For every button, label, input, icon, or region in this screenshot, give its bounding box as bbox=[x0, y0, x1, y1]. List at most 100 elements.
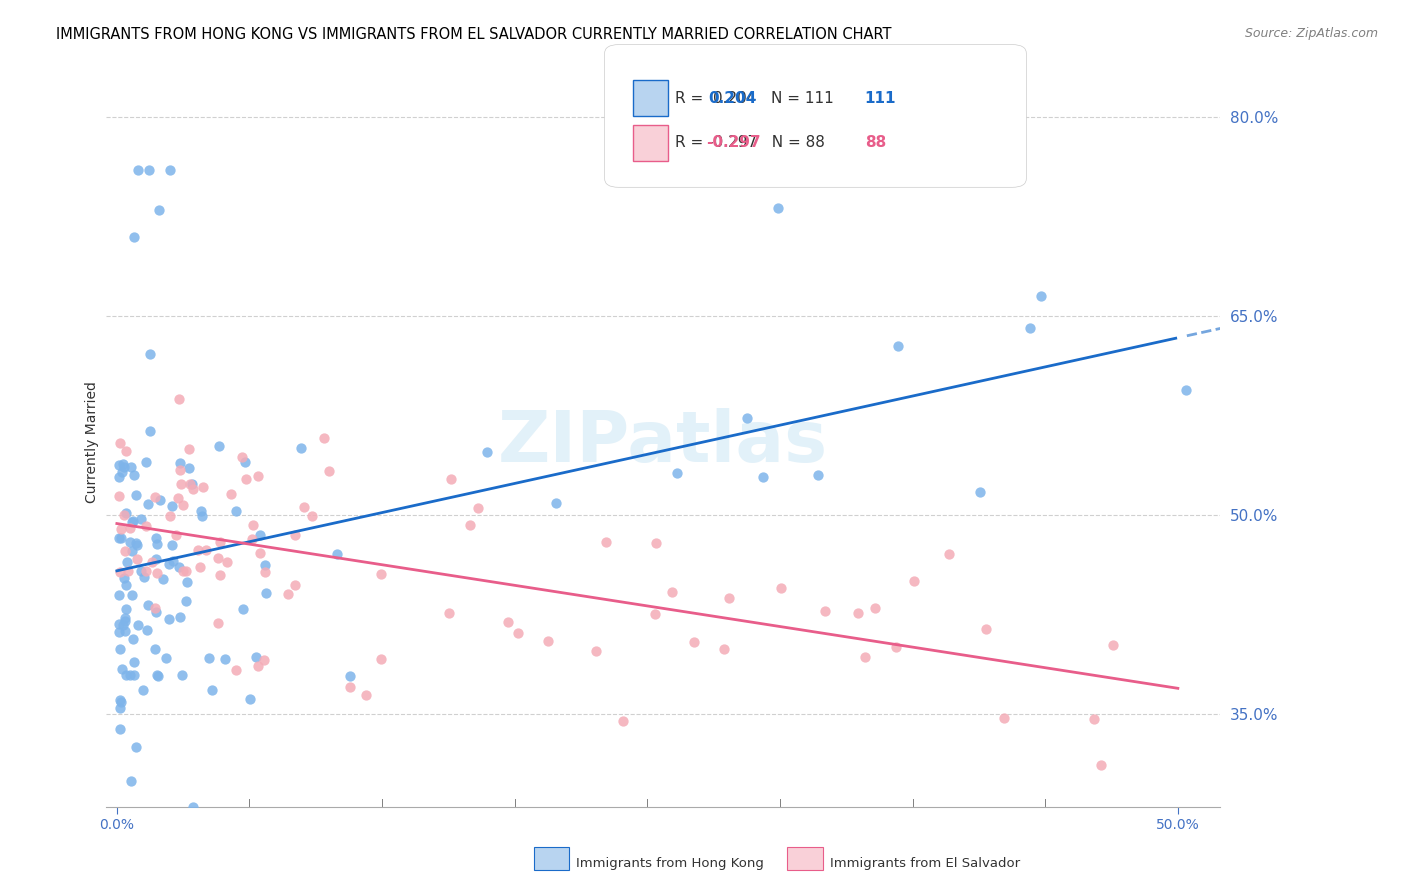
Point bbox=[751, 470, 773, 484]
Point bbox=[111, 662, 134, 676]
Text: Immigrants from El Salvador: Immigrants from El Salvador bbox=[830, 857, 1019, 870]
Point bbox=[125, 488, 148, 502]
Point bbox=[194, 543, 217, 558]
Point bbox=[108, 490, 131, 504]
Point bbox=[112, 617, 135, 632]
Point bbox=[159, 163, 181, 178]
Point bbox=[166, 491, 188, 505]
Point bbox=[132, 570, 155, 584]
Point bbox=[125, 538, 148, 552]
Point bbox=[370, 566, 392, 581]
Point bbox=[770, 581, 793, 595]
Point bbox=[190, 503, 212, 517]
Point bbox=[170, 477, 193, 491]
Point bbox=[221, 487, 243, 501]
Point bbox=[114, 624, 136, 638]
Point bbox=[121, 588, 143, 602]
Point bbox=[277, 587, 299, 601]
Point bbox=[108, 693, 131, 707]
Text: Immigrants from Hong Kong: Immigrants from Hong Kong bbox=[576, 857, 765, 870]
Point bbox=[108, 588, 131, 602]
Point bbox=[180, 476, 202, 491]
Point bbox=[477, 445, 499, 459]
Point bbox=[207, 616, 229, 631]
Point bbox=[284, 527, 307, 541]
Point bbox=[191, 509, 214, 524]
Point bbox=[141, 556, 163, 570]
Point bbox=[157, 558, 180, 572]
Point bbox=[458, 517, 481, 532]
Point bbox=[114, 444, 136, 458]
Point bbox=[138, 163, 160, 178]
Point bbox=[1090, 758, 1112, 772]
Point bbox=[143, 642, 166, 657]
Point bbox=[326, 547, 349, 561]
Point bbox=[665, 467, 688, 481]
Point bbox=[246, 658, 269, 673]
Point bbox=[1174, 383, 1197, 397]
Point bbox=[110, 531, 132, 545]
Point bbox=[339, 680, 361, 694]
Point bbox=[117, 564, 139, 578]
Point bbox=[120, 459, 142, 474]
Point bbox=[232, 602, 254, 616]
Point bbox=[253, 653, 276, 667]
Point bbox=[110, 695, 132, 709]
Point bbox=[903, 574, 925, 589]
Point bbox=[249, 546, 271, 560]
Point bbox=[191, 480, 214, 494]
Point bbox=[496, 615, 519, 630]
Point bbox=[136, 623, 159, 637]
Point bbox=[176, 575, 198, 590]
Point bbox=[969, 484, 991, 499]
Point bbox=[174, 564, 197, 578]
Point bbox=[169, 463, 191, 477]
Point bbox=[292, 500, 315, 515]
Point bbox=[314, 431, 336, 445]
Text: IMMIGRANTS FROM HONG KONG VS IMMIGRANTS FROM EL SALVADOR CURRENTLY MARRIED CORRE: IMMIGRANTS FROM HONG KONG VS IMMIGRANTS … bbox=[56, 27, 891, 42]
Point bbox=[938, 547, 960, 561]
Point bbox=[127, 617, 149, 632]
Point bbox=[143, 601, 166, 615]
Point bbox=[162, 538, 184, 552]
Point bbox=[863, 601, 886, 615]
Point bbox=[198, 650, 221, 665]
Point bbox=[177, 461, 200, 475]
Point bbox=[440, 472, 463, 486]
Point bbox=[149, 492, 172, 507]
Text: 111: 111 bbox=[865, 91, 896, 105]
Point bbox=[108, 722, 131, 736]
Point bbox=[233, 455, 256, 469]
Point bbox=[108, 470, 131, 484]
Point bbox=[242, 518, 264, 533]
Point bbox=[135, 455, 157, 469]
Point bbox=[114, 614, 136, 628]
Point bbox=[612, 714, 634, 728]
Point bbox=[172, 499, 194, 513]
Text: 0.204: 0.204 bbox=[709, 91, 756, 105]
Point bbox=[108, 624, 131, 639]
Point bbox=[172, 564, 194, 578]
Point bbox=[108, 565, 131, 579]
Point bbox=[235, 472, 257, 486]
Point bbox=[249, 528, 271, 542]
Point bbox=[807, 468, 830, 483]
Point bbox=[127, 551, 149, 566]
Point bbox=[169, 560, 191, 574]
Text: R =  0.204   N = 111: R = 0.204 N = 111 bbox=[675, 91, 834, 105]
Point bbox=[661, 585, 683, 599]
Point bbox=[283, 578, 305, 592]
Point bbox=[114, 506, 136, 520]
Point bbox=[169, 456, 191, 470]
Point bbox=[111, 465, 134, 479]
Point bbox=[148, 669, 170, 683]
Point bbox=[121, 515, 143, 529]
Point bbox=[467, 501, 489, 516]
Point bbox=[214, 652, 236, 666]
Point bbox=[1029, 288, 1052, 302]
Point bbox=[506, 625, 529, 640]
Point bbox=[145, 536, 167, 550]
Point bbox=[122, 229, 145, 244]
Point bbox=[208, 535, 231, 549]
Point bbox=[239, 692, 262, 706]
